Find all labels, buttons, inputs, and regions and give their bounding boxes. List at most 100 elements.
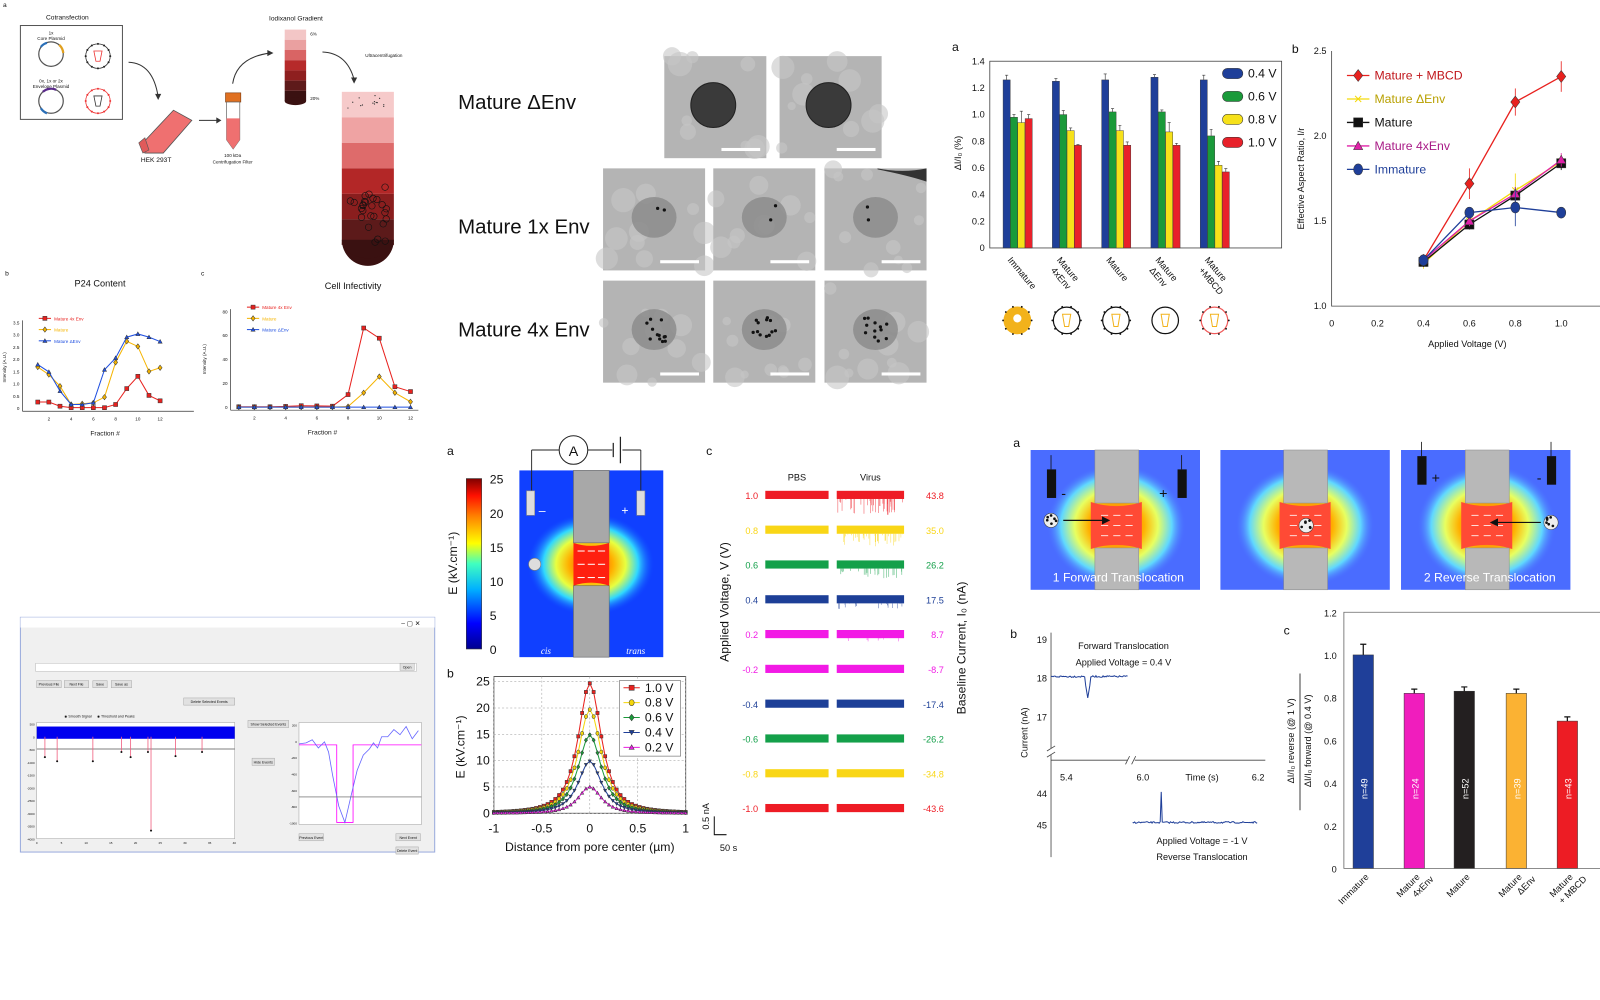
virion-particle [805,82,852,129]
data-point [35,399,41,405]
data-point [568,794,573,799]
category-label: Immature [1336,872,1370,906]
tem-texture [611,188,636,213]
y-tick-label: 0 [295,740,297,744]
y-tick-label: 60 [222,333,228,338]
virion-band-icon [381,237,389,245]
annotation: Forward Translocation [1078,641,1169,651]
data-point [507,810,512,815]
y-tick-label: -1000 [27,761,35,765]
data-point [1556,70,1567,83]
virion-particle [741,196,787,238]
tem-texture [725,367,745,388]
scalebar-current-label: 0.5 nA [701,802,711,829]
gui-button [395,846,419,855]
virion-band-icon [359,206,367,215]
data-point [124,334,130,340]
gradient-top-label: 6% [310,32,317,37]
envelope-plasmid-label: Envelope Plasmid [33,84,70,89]
data-point [157,338,163,344]
data-point [102,394,107,401]
error-bar [1069,127,1073,131]
cell-culture-flask-icon [142,109,193,154]
category-label: Mature+MBCD [1194,255,1234,297]
data-point [146,334,152,340]
field-profile-chart: b E (kV.cm⁻¹) Distance from pore center … [447,667,689,854]
panel-label: c [706,444,712,458]
envelope-protein-dot [1012,333,1014,335]
baseline-current-label: -8.7 [928,665,944,675]
reverse-forward-ratio-bar-chart: c 0 0.2 0.4 0.6 0.8 1.0 1.2 ΔI/I₀ reverse (@ 1 … [1284,608,1600,906]
tem-texture [681,115,692,126]
envelope-protein-dot [1110,333,1113,335]
panel-label: c [1284,624,1290,638]
data-point [607,785,611,791]
gold-label-dot [764,334,769,339]
error-bar [1076,144,1080,146]
pbs-trace [765,560,829,569]
y-tick-label: 0.8 [972,136,985,146]
membrane-lower [1094,547,1140,591]
tem-texture [691,352,711,372]
y-tick-label: 0.6 [972,163,985,173]
data-point [361,325,366,331]
virion-band-icon [378,201,386,209]
legend-marker [42,338,48,343]
y-axis-label: E (kV.cm⁻¹) [453,715,467,778]
data-point [633,809,638,814]
gold-label-dot [656,206,660,211]
pbs-trace [765,699,829,708]
colorbar-tick-label: 0 [490,643,497,657]
gradient-layer [341,91,394,118]
x-tick-label: 40 [233,841,237,845]
particle-dot [373,100,376,103]
category-label-line: Mature [1104,255,1130,283]
virion-band-icon [370,212,378,220]
tem-texture [838,348,850,360]
data-point [135,331,141,336]
legend-label: 0.6 V [1248,90,1277,104]
tem-texture [635,250,654,268]
data-point [113,355,119,360]
virion-band-icon [364,223,373,231]
envelope-protein-dot [103,65,106,68]
y-tick-label: 2.0 [13,357,20,362]
data-point [583,786,589,791]
tem-texture [722,316,731,326]
ammeter-label: A [569,444,579,460]
data-point [580,711,585,715]
x-tick-label: 10 [377,415,383,420]
virion-icon [85,43,111,69]
data-point [1510,95,1521,109]
envelope-protein-dot [109,100,112,103]
category-label-line: Immature [1336,872,1370,906]
membrane-lower [573,585,610,658]
caption: 1 Forward Translocation [1053,571,1184,585]
bar [1101,79,1109,249]
gold-label-dot [755,329,760,334]
envelope-protein-dot [1027,327,1030,330]
error-bar [1461,686,1468,692]
translocation-events [843,533,904,547]
data-point [637,809,642,814]
y-tick-label: 0.4 [972,190,985,200]
tem-texture [798,357,812,372]
y-axis-label: Intensity (A.U.) [2,352,7,383]
data-point [595,711,600,715]
gradient-layer [341,117,394,143]
data-point [622,805,627,810]
virus-trace [836,630,905,639]
data-point [564,804,569,809]
y-tick-label: 0.8 [1324,694,1337,704]
legend-label: 1.0 V [1248,135,1277,149]
pbs-trace [765,490,829,499]
envelope-protein-dot [1304,520,1307,524]
data-point [584,737,588,743]
data-point [618,804,623,809]
data-point [595,731,600,736]
data-point [679,810,684,815]
tem-texture [804,211,816,224]
legend-marker [250,304,256,310]
envelope-protein-dot [1027,311,1030,313]
x-tick-label: 6.0 [1136,773,1149,783]
